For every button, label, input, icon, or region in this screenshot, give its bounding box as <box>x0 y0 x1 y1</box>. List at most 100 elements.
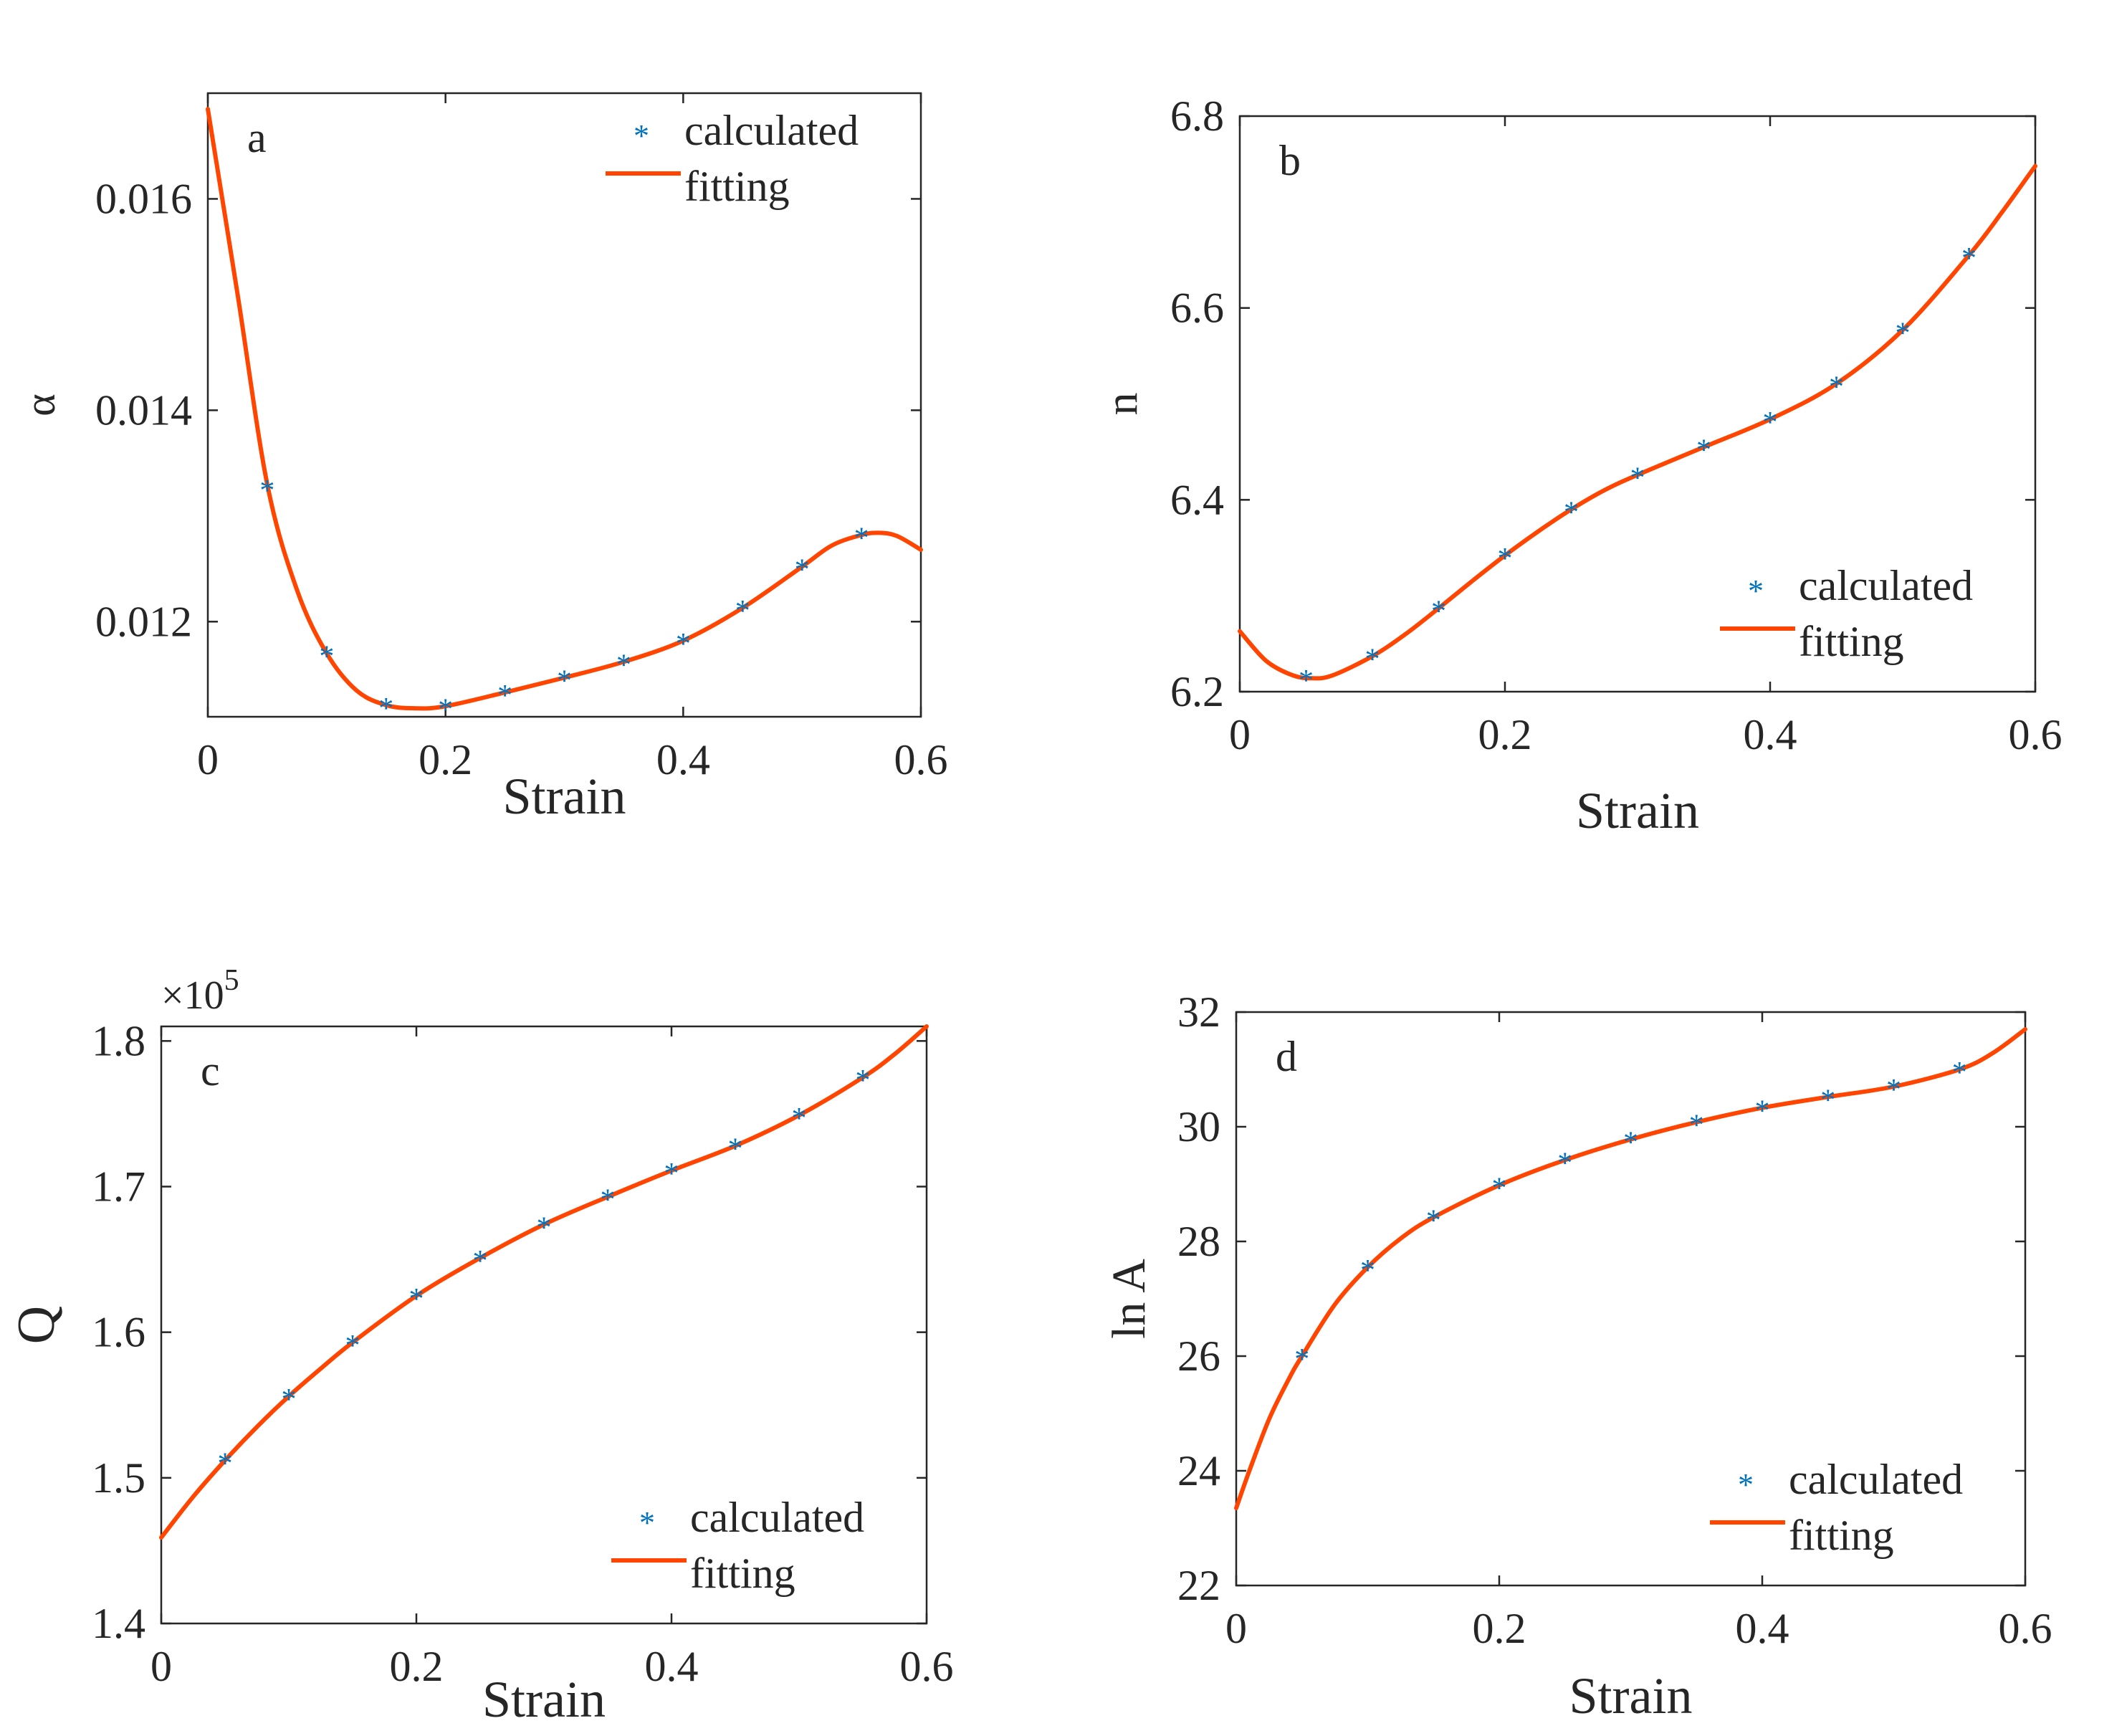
legend-label-fitting: fitting <box>1789 1512 1894 1559</box>
x-tick-label: 0.4 <box>1744 711 1797 758</box>
calculated-point: * <box>1498 543 1513 576</box>
calculated-point: * <box>1623 1127 1638 1160</box>
x-tick-label: 0.6 <box>894 736 948 783</box>
legend: * calculated fitting <box>1710 1456 1963 1559</box>
x-axis-label: Strain <box>1576 782 1699 839</box>
calculated-point: * <box>259 474 274 507</box>
calculated-point: * <box>1755 1095 1770 1128</box>
calculated-point: * <box>409 1283 424 1316</box>
legend-label-calculated: calculated <box>690 1494 864 1541</box>
calculated-point: * <box>854 522 869 555</box>
panel-b: 0 0.2 0.4 0.66.26.46.66.8Strainnb**********… <box>1096 92 2063 839</box>
y-tick-label: 0.012 <box>95 598 192 645</box>
calculated-point: * <box>795 554 810 587</box>
y-exponent-label: ×105 <box>161 964 239 1018</box>
calculated-point: * <box>1630 462 1645 495</box>
legend: * calculated fitting <box>1720 562 1973 665</box>
legend-label-fitting: fitting <box>1799 618 1904 665</box>
x-tick-label: 0.2 <box>1473 1605 1526 1652</box>
calculated-point: * <box>601 1184 616 1217</box>
x-tick-label: 0.6 <box>2009 711 2063 758</box>
y-tick-label: 1.8 <box>92 1017 145 1064</box>
y-axis-label: α <box>16 394 64 416</box>
panel-letter: d <box>1276 1033 1297 1080</box>
calculated-point: * <box>616 649 631 682</box>
calculated-point: * <box>1557 1147 1572 1180</box>
x-axis-label: Strain <box>1569 1667 1693 1725</box>
x-tick-label: 0 <box>150 1643 172 1690</box>
calculated-point: * <box>537 1211 552 1244</box>
calculated-point: * <box>1952 1057 1967 1089</box>
calculated-point: * <box>1961 242 1977 275</box>
y-axis-label: Q <box>7 1306 66 1344</box>
x-tick-label: 0 <box>1225 1605 1247 1652</box>
calculated-point: * <box>473 1245 488 1278</box>
legend-label-calculated: calculated <box>1799 562 1973 609</box>
x-axis-label: Strain <box>482 1671 606 1728</box>
x-tick-label: 0.4 <box>1736 1605 1789 1652</box>
x-tick-label: 0.2 <box>390 1643 444 1690</box>
calculated-point: * <box>856 1064 871 1097</box>
fitting-line <box>1234 1027 2027 1510</box>
fitting-line <box>206 107 923 711</box>
calculated-point: * <box>676 628 691 661</box>
panel-letter: a <box>247 114 267 161</box>
y-tick-label: 26 <box>1177 1332 1220 1380</box>
axes-box <box>1238 115 2037 693</box>
axes-box <box>160 1025 928 1625</box>
calculated-point: * <box>497 679 512 712</box>
calculated-point: * <box>1299 664 1314 697</box>
calculated-point: * <box>1426 1204 1441 1237</box>
legend-label-calculated: calculated <box>684 107 859 154</box>
calculated-point: * <box>1820 1084 1835 1117</box>
calculated-point: * <box>345 1330 360 1363</box>
panel-letter: c <box>201 1047 220 1094</box>
calculated-point: * <box>378 692 393 725</box>
panel-letter: b <box>1279 137 1301 184</box>
y-tick-label: 24 <box>1177 1447 1220 1494</box>
y-axis-label: n <box>1096 393 1147 416</box>
fitting-line <box>1238 163 2037 681</box>
calculated-point: * <box>557 664 572 697</box>
legend-label-fitting: fitting <box>684 163 790 210</box>
x-axis-label: Strain <box>503 768 626 825</box>
calculated-point: * <box>735 595 750 628</box>
x-tick-label: 0 <box>1229 711 1251 758</box>
calculated-point: * <box>792 1102 807 1135</box>
calculated-point: * <box>1365 643 1380 676</box>
y-tick-label: 22 <box>1177 1562 1220 1609</box>
calculated-point: * <box>282 1383 297 1416</box>
y-tick-label: 1.6 <box>92 1309 145 1356</box>
calculated-point: * <box>1763 406 1778 439</box>
calculated-point: * <box>1886 1074 1901 1107</box>
calculated-point: * <box>1696 434 1711 467</box>
legend-marker-calculated: * <box>639 1505 655 1540</box>
x-tick-label: 0.2 <box>1478 711 1532 758</box>
legend: * calculated fitting <box>611 1494 864 1597</box>
x-tick-label: 0.6 <box>1999 1605 2052 1652</box>
y-tick-label: 1.4 <box>92 1600 145 1647</box>
calculated-point: * <box>728 1133 743 1166</box>
calculated-point: * <box>1896 317 1911 350</box>
y-tick-label: 28 <box>1177 1218 1220 1265</box>
x-tick-label: 0 <box>197 736 219 783</box>
y-tick-label: 6.2 <box>1170 668 1224 715</box>
legend-marker-calculated: * <box>1738 1467 1754 1502</box>
y-tick-label: 6.4 <box>1170 476 1224 523</box>
y-tick-label: 6.6 <box>1170 285 1224 332</box>
axes-box <box>206 92 922 718</box>
panel-c: 0 0.2 0.4 0.61.41.51.61.71.8×105StrainQc***… <box>7 964 954 1728</box>
calculated-point: * <box>1689 1110 1704 1143</box>
legend-label-fitting: fitting <box>690 1550 795 1597</box>
calculated-point: * <box>664 1158 679 1191</box>
y-exponent-power: 5 <box>224 964 239 997</box>
calculated-point: * <box>438 693 453 726</box>
axes-box <box>1235 1011 2027 1587</box>
legend: * calculated fitting <box>606 107 859 210</box>
y-tick-label: 1.7 <box>92 1163 145 1210</box>
calculated-point: * <box>218 1447 233 1480</box>
y-tick-label: 30 <box>1177 1103 1220 1150</box>
fitting-line <box>159 1024 929 1540</box>
x-tick-label: 0.4 <box>656 736 710 783</box>
